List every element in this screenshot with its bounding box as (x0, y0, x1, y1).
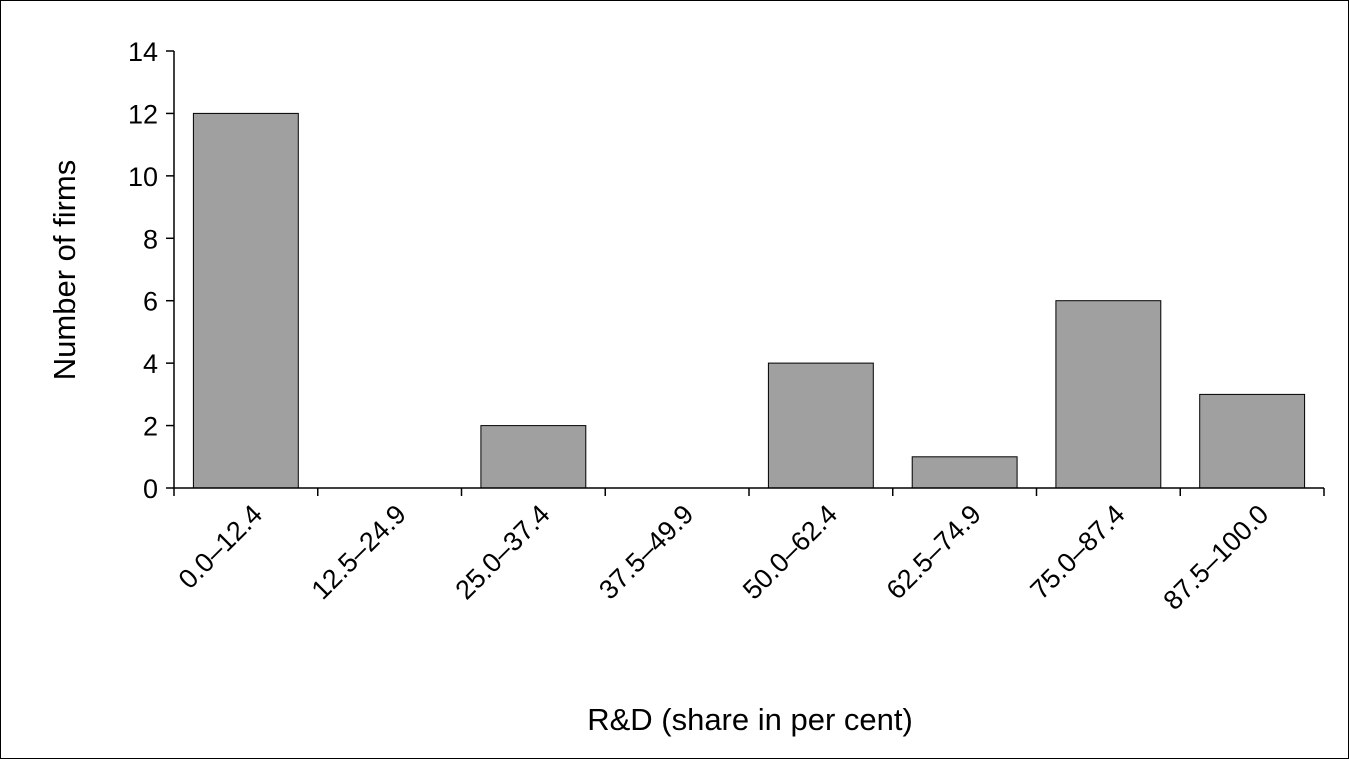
y-tick-label-3: 6 (143, 287, 158, 317)
x-tick-label-4: 50.0–62.4 (737, 499, 843, 605)
bar-5 (911, 456, 1018, 489)
bar-7 (1199, 393, 1306, 489)
bar-4 (767, 362, 874, 489)
x-tick-label-3: 37.5–49.9 (593, 499, 699, 605)
x-tick-label-1: 12.5–24.9 (306, 499, 412, 605)
bars-group (192, 112, 1306, 489)
x-axis-title: R&D (share in per cent) (587, 702, 913, 737)
x-tick-label-2: 25.0–37.4 (449, 499, 555, 605)
y-tick-label-4: 8 (143, 224, 158, 254)
y-tick-label-0: 0 (143, 474, 158, 504)
y-tick-label-6: 12 (128, 99, 158, 129)
bar-0 (192, 112, 299, 489)
x-tick-label-5: 62.5–74.9 (881, 499, 987, 605)
x-tick-label-7: 87.5–100.0 (1158, 499, 1275, 616)
bar-6 (1055, 300, 1162, 489)
x-tick-label-6: 75.0–87.4 (1024, 499, 1130, 605)
y-tick-label-1: 2 (143, 412, 158, 442)
y-axis-title: Number of firms (47, 160, 82, 380)
y-ticks-group: 0 2 4 6 8 10 12 14 (128, 37, 174, 504)
x-tick-label-0: 0.0–12.4 (173, 499, 269, 595)
x-ticks-group: 0.0–12.4 12.5–24.9 25.0–37.4 37.5–49.9 50.0–… (173, 488, 1325, 616)
y-tick-label-5: 10 (128, 162, 158, 192)
y-tick-label-2: 4 (143, 349, 158, 379)
y-tick-label-7: 14 (128, 37, 158, 67)
bar-2 (480, 425, 587, 489)
